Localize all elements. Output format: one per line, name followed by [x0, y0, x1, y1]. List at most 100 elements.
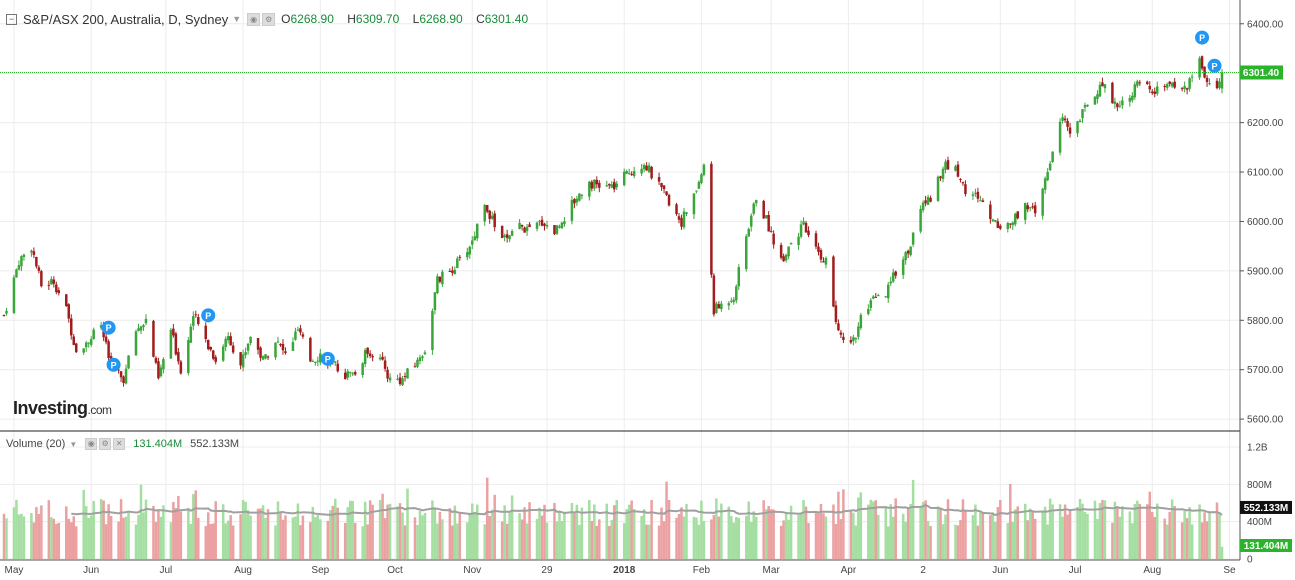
time-tick-label: Mar [763, 565, 781, 576]
volume-bar [1081, 503, 1084, 559]
volume-bar [134, 524, 138, 559]
volume-bar [732, 522, 736, 559]
candle-body [964, 184, 967, 195]
dividend-marker-icon[interactable] [320, 351, 335, 366]
candle-body [1163, 86, 1166, 88]
candle-body [941, 168, 945, 179]
dividend-marker-icon[interactable] [1207, 58, 1222, 73]
candle-body [804, 222, 808, 233]
volume-bar [598, 519, 601, 559]
candle-body [363, 350, 367, 365]
candle-body [142, 325, 145, 328]
candle-body [1131, 95, 1134, 101]
volume-indicator-title[interactable]: Volume (20) [6, 438, 66, 450]
candle-body [84, 342, 88, 348]
symbol-title[interactable]: S&P/ASX 200, Australia, D, Sydney [23, 11, 229, 27]
volume-bar [817, 513, 820, 559]
candle-body [989, 204, 992, 220]
volume-bar [40, 505, 43, 559]
candle-body [682, 211, 686, 228]
volume-bar [485, 477, 489, 559]
candle-body [692, 193, 696, 215]
volume-bar [605, 503, 609, 559]
volume-bar [891, 516, 895, 559]
volume-bar [906, 508, 910, 559]
collapse-icon[interactable]: − [6, 13, 17, 25]
volume-bar [570, 502, 574, 559]
candle-body [189, 326, 193, 343]
candle-body [311, 361, 315, 363]
volume-bar [839, 519, 843, 559]
volume-bar [37, 513, 41, 559]
volume-bar [627, 504, 631, 559]
candle-body [174, 333, 178, 355]
eye-icon[interactable]: ◉ [247, 12, 261, 26]
volume-bar [473, 513, 477, 559]
volume-bar [169, 522, 173, 559]
volume-bar [1183, 510, 1186, 559]
chevron-down-icon[interactable]: ▼ [69, 439, 78, 449]
candle-body [535, 222, 539, 229]
close-icon[interactable]: ✕ [113, 438, 126, 450]
candle-body [249, 336, 252, 344]
volume-bar [1136, 500, 1139, 559]
candle-body [1048, 163, 1052, 171]
volume-bar [807, 522, 810, 559]
volume-bar [1086, 513, 1089, 559]
grid-lines [0, 0, 1240, 560]
volume-bar [274, 525, 277, 559]
dividend-marker-icon[interactable] [106, 357, 121, 372]
volume-bar [194, 490, 198, 559]
volume-bar [647, 524, 651, 559]
dividend-marker-icon[interactable] [1195, 30, 1210, 45]
volume-bar [1098, 503, 1102, 559]
candle-body [819, 250, 823, 260]
volume-bar [989, 515, 992, 559]
volume-bar [346, 507, 349, 559]
candle-body [824, 257, 828, 265]
volume-bar [368, 500, 372, 559]
dividend-marker-icon[interactable] [101, 320, 116, 335]
volume-bar [563, 511, 566, 559]
volume-bar [1198, 504, 1201, 559]
candle-body [817, 246, 820, 252]
time-axis-labels: May Jun Jul Aug Sep Oct Nov 29 2018 Feb Mar Apr 2 Jun… [5, 565, 1237, 576]
candle-body [1068, 127, 1072, 134]
volume-bar [996, 507, 1000, 559]
settings-icon[interactable]: ⚙ [262, 12, 276, 26]
volume-bar [956, 525, 960, 559]
volume-bar [119, 499, 123, 559]
candle-body [57, 290, 61, 294]
candle-body [162, 359, 165, 370]
volume-bar [510, 495, 514, 559]
dividend-marker-icon[interactable] [201, 308, 216, 323]
volume-bar [752, 511, 755, 559]
candle-body [50, 279, 53, 285]
volume-bar [682, 516, 686, 559]
candle-body [471, 240, 474, 245]
volume-bar [159, 516, 163, 559]
volume-bar [386, 504, 389, 559]
chart-header: − S&P/ASX 200, Australia, D, Sydney ▼ ◉ … [6, 10, 538, 28]
candle-body [1155, 86, 1159, 94]
candle-body [65, 294, 68, 307]
candle-body [214, 357, 217, 362]
candle-body [814, 233, 818, 247]
candle-body [929, 197, 932, 202]
candle-body [1173, 81, 1176, 88]
candle-body [423, 352, 427, 355]
candle-body [971, 194, 975, 196]
candle-body [877, 295, 880, 297]
candle-body [505, 234, 509, 238]
candle-body [1066, 120, 1069, 127]
candle-body [74, 343, 78, 353]
chevron-down-icon[interactable]: ▼ [232, 14, 242, 24]
volume-bar [82, 489, 85, 559]
volume-bar [1016, 506, 1020, 559]
dividend-marker-glyph: P [205, 311, 211, 321]
time-tick-label: 2018 [613, 565, 636, 576]
settings-icon[interactable]: ⚙ [99, 438, 112, 450]
candle-body [206, 339, 210, 350]
eye-icon[interactable]: ◉ [85, 438, 98, 450]
